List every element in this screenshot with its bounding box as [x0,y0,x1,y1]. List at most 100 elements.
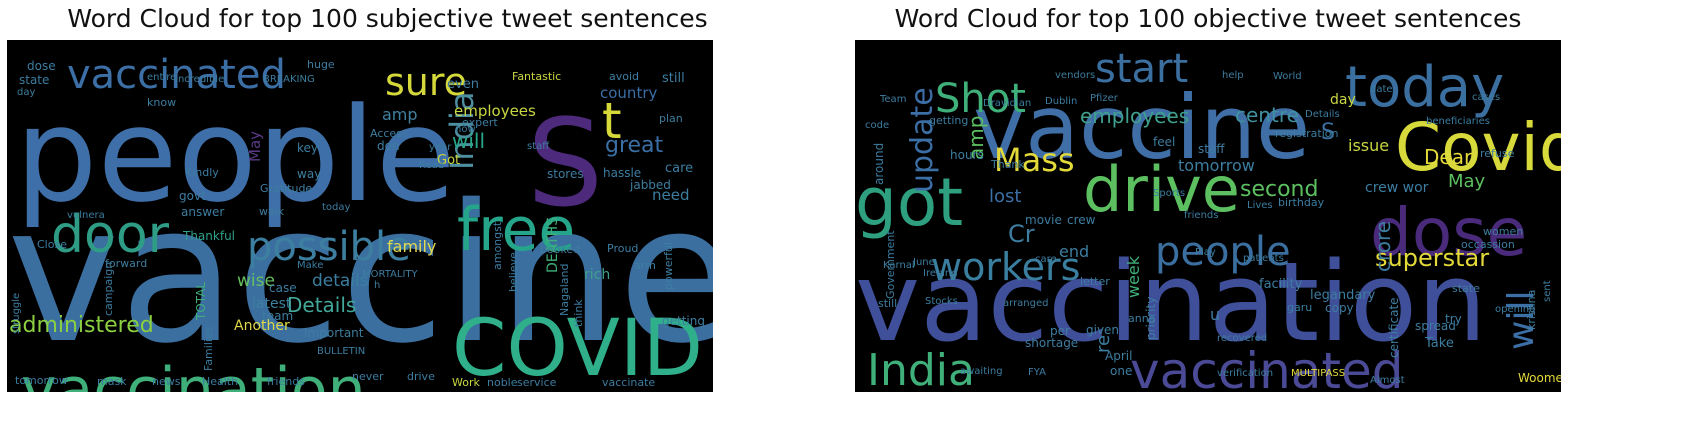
cloud-word: huge [307,58,335,71]
cloud-word: news [152,375,181,388]
cloud-word: believe [507,252,520,292]
cloud-word: staff [527,141,550,152]
cloud-word: Read [419,160,444,171]
cloud-word: amp [964,116,988,160]
cloud-word: hours [950,148,984,162]
cloud-word: FYA [1028,367,1046,378]
cloud-word: anna [1128,312,1155,325]
cloud-word: refuse [1480,147,1515,160]
cloud-word: crew wor [1365,180,1429,196]
cloud-word: given [1086,323,1119,337]
cloud-word: Cr [1008,220,1035,248]
cloud-word: Access [370,127,408,140]
cloud-word: dose [1370,194,1527,271]
cloud-word: don [377,139,400,153]
cloud-word: S [1321,120,1335,145]
cloud-word: Make [297,260,323,271]
cloud-word: answer [181,205,224,219]
cloud-word: will [1501,291,1542,350]
cloud-word: opening [1495,304,1535,315]
cloud-word: Stocks [925,296,958,307]
cloud-word: drive [407,370,435,383]
cloud-word: key [297,141,318,155]
cloud-word: Work [452,376,480,389]
cloud-word: beneficiaries [1426,116,1490,127]
cloud-word: vaccine [7,164,713,385]
cloud-word: avoid [609,70,639,83]
cloud-word: details [312,271,369,291]
cloud-word: employees [454,102,536,120]
cloud-word: powerful [662,242,675,290]
cloud-word: around [872,143,886,185]
cloud-word: day [17,87,35,98]
cloud-word: dose [27,59,56,73]
cloud-word: spread [1415,319,1456,333]
cloud-word: tomorrow [1178,156,1255,175]
cloud-word: struggle [11,293,22,334]
cloud-word: latest [252,296,292,312]
cloud-word: plan [659,112,683,125]
cloud-word: wise [237,271,275,291]
cloud-word: feel [1153,135,1175,149]
cloud-word: date [1370,84,1393,95]
cloud-word: jabbed [629,178,671,192]
cloud-word: mask [97,375,127,388]
cloud-word: think [572,299,585,327]
cloud-word: Government [884,230,897,299]
cloud-word: u [1210,305,1220,324]
cloud-word: Team [879,94,906,105]
cloud-word: certificate [1387,297,1401,358]
cloud-word: campaign [102,262,115,316]
cloud-word: care [665,161,693,176]
cloud-word: staff [1198,142,1225,156]
cloud-word: one [1110,364,1132,378]
cloud-word: Shot [935,76,1026,122]
cloud-word: getting [662,314,705,328]
cloud-word: legandary [1310,288,1376,303]
cloud-word: women [1483,225,1523,238]
cloud-word: administered [9,313,154,338]
cloud-word: priority [1144,297,1158,340]
cloud-word: stores [547,167,584,181]
cloud-word: lost [989,186,1021,207]
cloud-word: Dublin [1045,96,1077,107]
cloud-word: case [269,281,297,295]
cloud-word: Dear [1424,145,1473,169]
cloud-word: arm [634,259,656,272]
cloud-word: great [605,133,664,158]
cloud-word: Lives [1247,200,1273,211]
cloud-word: occassion [1461,238,1515,251]
cloud-word: state [19,73,49,87]
cloud-word: vaccinated [1130,342,1404,392]
cloud-word: govt [179,189,206,203]
cloud-word: friends [267,375,305,388]
cloud-word: Another [234,318,290,334]
cloud-word: MORTALITY [362,269,419,280]
cloud-word: issue [1348,136,1389,155]
cloud-word: employees [1080,104,1189,128]
cloud-word: need [652,186,690,204]
cloud-word: vendors [1055,70,1095,81]
cloud-word: walk [259,205,285,218]
cloud-word: help [1222,70,1244,81]
cloud-word: amp [382,105,418,124]
cloud-word: Ireland [923,268,958,279]
cloud-word: t [602,92,622,150]
cloud-word: h [374,280,380,291]
cloud-word: way [297,167,321,181]
cloud-word: May [246,131,264,162]
cloud-word: getting [929,114,968,127]
cloud-word: Kindly [185,166,219,179]
cloud-word: Families [202,326,215,371]
cloud-word: crore [1371,221,1395,272]
cloud-word: BREAKING [263,74,315,85]
cloud-word: friends [1184,210,1218,221]
cloud-word: team [262,309,293,323]
cloud-word: India [867,345,975,392]
cloud-word: service [517,376,557,389]
cloud-word: Health [202,375,238,388]
cloud-word: BULLETIN [317,346,365,357]
cloud-word: noble [487,376,518,389]
cloud-word: S [527,95,603,234]
